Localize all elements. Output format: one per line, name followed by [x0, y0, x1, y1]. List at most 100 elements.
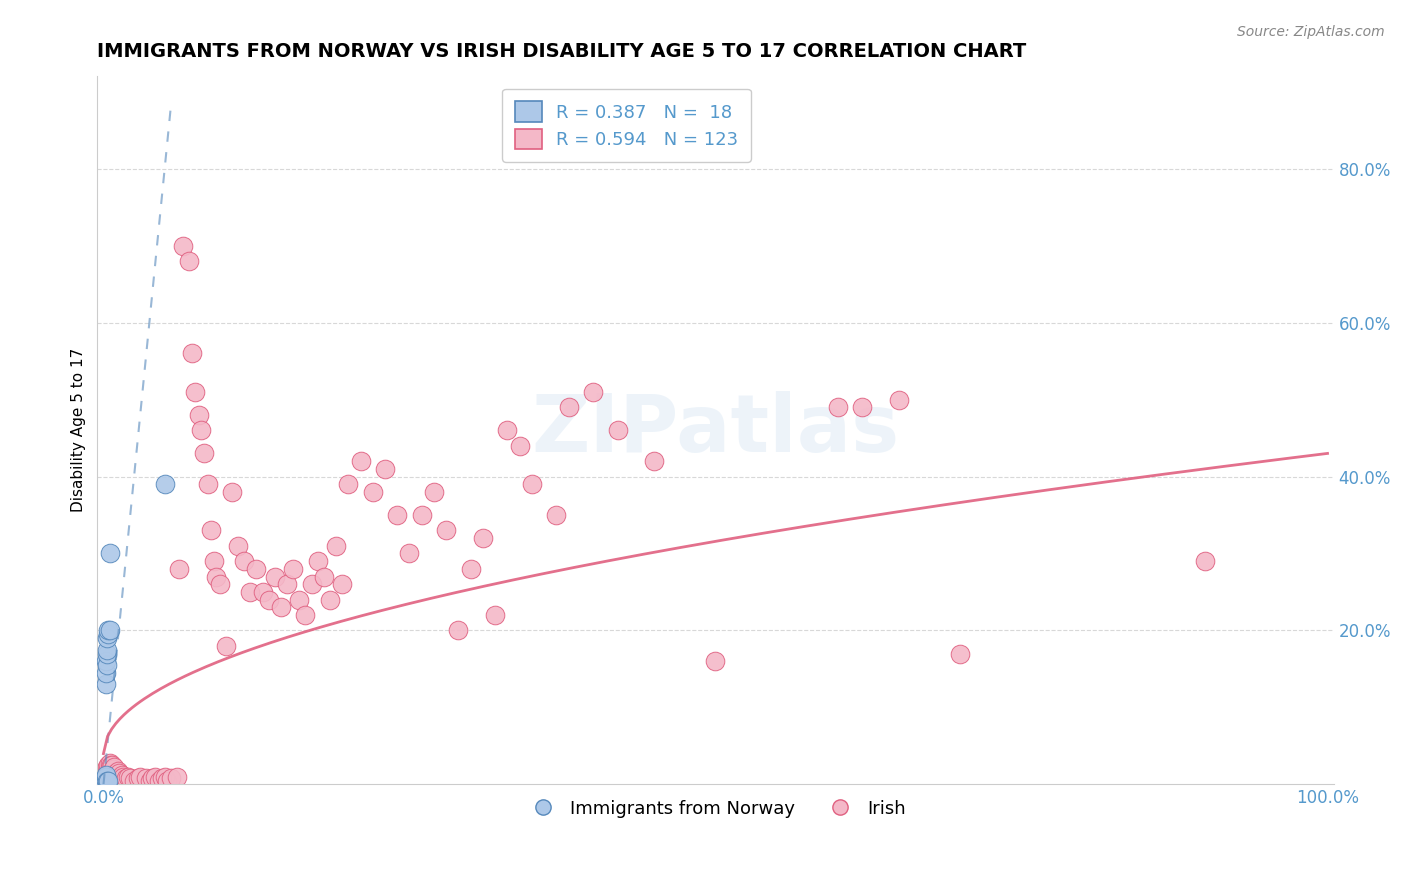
Point	[94, 654, 117, 668]
Point	[129, 770, 152, 784]
Point	[96, 760, 118, 774]
Point	[307, 554, 329, 568]
Point	[169, 562, 191, 576]
Point	[484, 608, 506, 623]
Point	[97, 758, 120, 772]
Point	[98, 547, 121, 561]
Point	[107, 773, 129, 788]
Point	[104, 772, 127, 786]
Point	[114, 772, 136, 786]
Point	[96, 768, 118, 782]
Point	[190, 423, 212, 437]
Point	[100, 764, 122, 778]
Point	[398, 547, 420, 561]
Point	[704, 654, 727, 668]
Point	[94, 665, 117, 680]
Point	[643, 454, 665, 468]
Point	[103, 760, 125, 774]
Point	[172, 238, 194, 252]
Point	[312, 569, 335, 583]
Point	[557, 401, 579, 415]
Point	[193, 446, 215, 460]
Point	[166, 770, 188, 784]
Point	[239, 585, 262, 599]
Point	[143, 770, 166, 784]
Point	[94, 765, 117, 780]
Point	[103, 768, 125, 782]
Point	[546, 508, 568, 522]
Point	[447, 624, 470, 638]
Point	[105, 772, 128, 786]
Point	[117, 770, 139, 784]
Point	[148, 773, 170, 788]
Point	[496, 423, 519, 437]
Point	[98, 764, 121, 778]
Point	[94, 772, 117, 787]
Point	[103, 770, 125, 784]
Point	[330, 577, 353, 591]
Point	[96, 764, 118, 778]
Point	[263, 569, 285, 583]
Point	[93, 773, 115, 788]
Point	[98, 760, 121, 774]
Point	[179, 254, 201, 268]
Point	[153, 770, 176, 784]
Point	[94, 677, 117, 691]
Point	[103, 773, 125, 788]
Point	[349, 454, 371, 468]
Point	[270, 600, 292, 615]
Point	[949, 647, 972, 661]
Point	[94, 768, 117, 782]
Point	[276, 577, 298, 591]
Point	[97, 624, 120, 638]
Point	[93, 773, 115, 788]
Point	[520, 477, 543, 491]
Point	[110, 770, 132, 784]
Point	[111, 772, 134, 786]
Text: IMMIGRANTS FROM NORWAY VS IRISH DISABILITY AGE 5 TO 17 CORRELATION CHART: IMMIGRANTS FROM NORWAY VS IRISH DISABILI…	[97, 42, 1026, 61]
Legend: Immigrants from Norway, Irish: Immigrants from Norway, Irish	[517, 792, 914, 825]
Point	[93, 772, 115, 786]
Point	[1194, 554, 1216, 568]
Point	[127, 772, 149, 786]
Point	[387, 508, 409, 522]
Point	[112, 770, 135, 784]
Point	[887, 392, 910, 407]
Point	[156, 773, 179, 788]
Point	[361, 484, 384, 499]
Point	[108, 765, 131, 780]
Text: ZIPatlas: ZIPatlas	[531, 392, 900, 469]
Point	[325, 539, 347, 553]
Point	[233, 554, 256, 568]
Point	[283, 562, 305, 576]
Point	[104, 765, 127, 780]
Point	[97, 773, 120, 788]
Point	[110, 772, 132, 786]
Point	[96, 772, 118, 786]
Point	[141, 772, 163, 786]
Point	[93, 773, 115, 788]
Point	[101, 768, 124, 782]
Point	[374, 462, 396, 476]
Point	[226, 539, 249, 553]
Point	[245, 562, 267, 576]
Point	[100, 758, 122, 772]
Point	[257, 592, 280, 607]
Point	[97, 773, 120, 788]
Point	[103, 765, 125, 780]
Point	[411, 508, 433, 522]
Point	[319, 592, 342, 607]
Point	[103, 762, 125, 776]
Point	[98, 624, 121, 638]
Point	[94, 768, 117, 782]
Point	[96, 770, 118, 784]
Point	[215, 639, 238, 653]
Point	[97, 765, 120, 780]
Point	[434, 524, 457, 538]
Point	[105, 768, 128, 782]
Y-axis label: Disability Age 5 to 17: Disability Age 5 to 17	[72, 348, 86, 512]
Point	[288, 592, 311, 607]
Point	[98, 768, 121, 782]
Point	[851, 401, 873, 415]
Point	[139, 773, 162, 788]
